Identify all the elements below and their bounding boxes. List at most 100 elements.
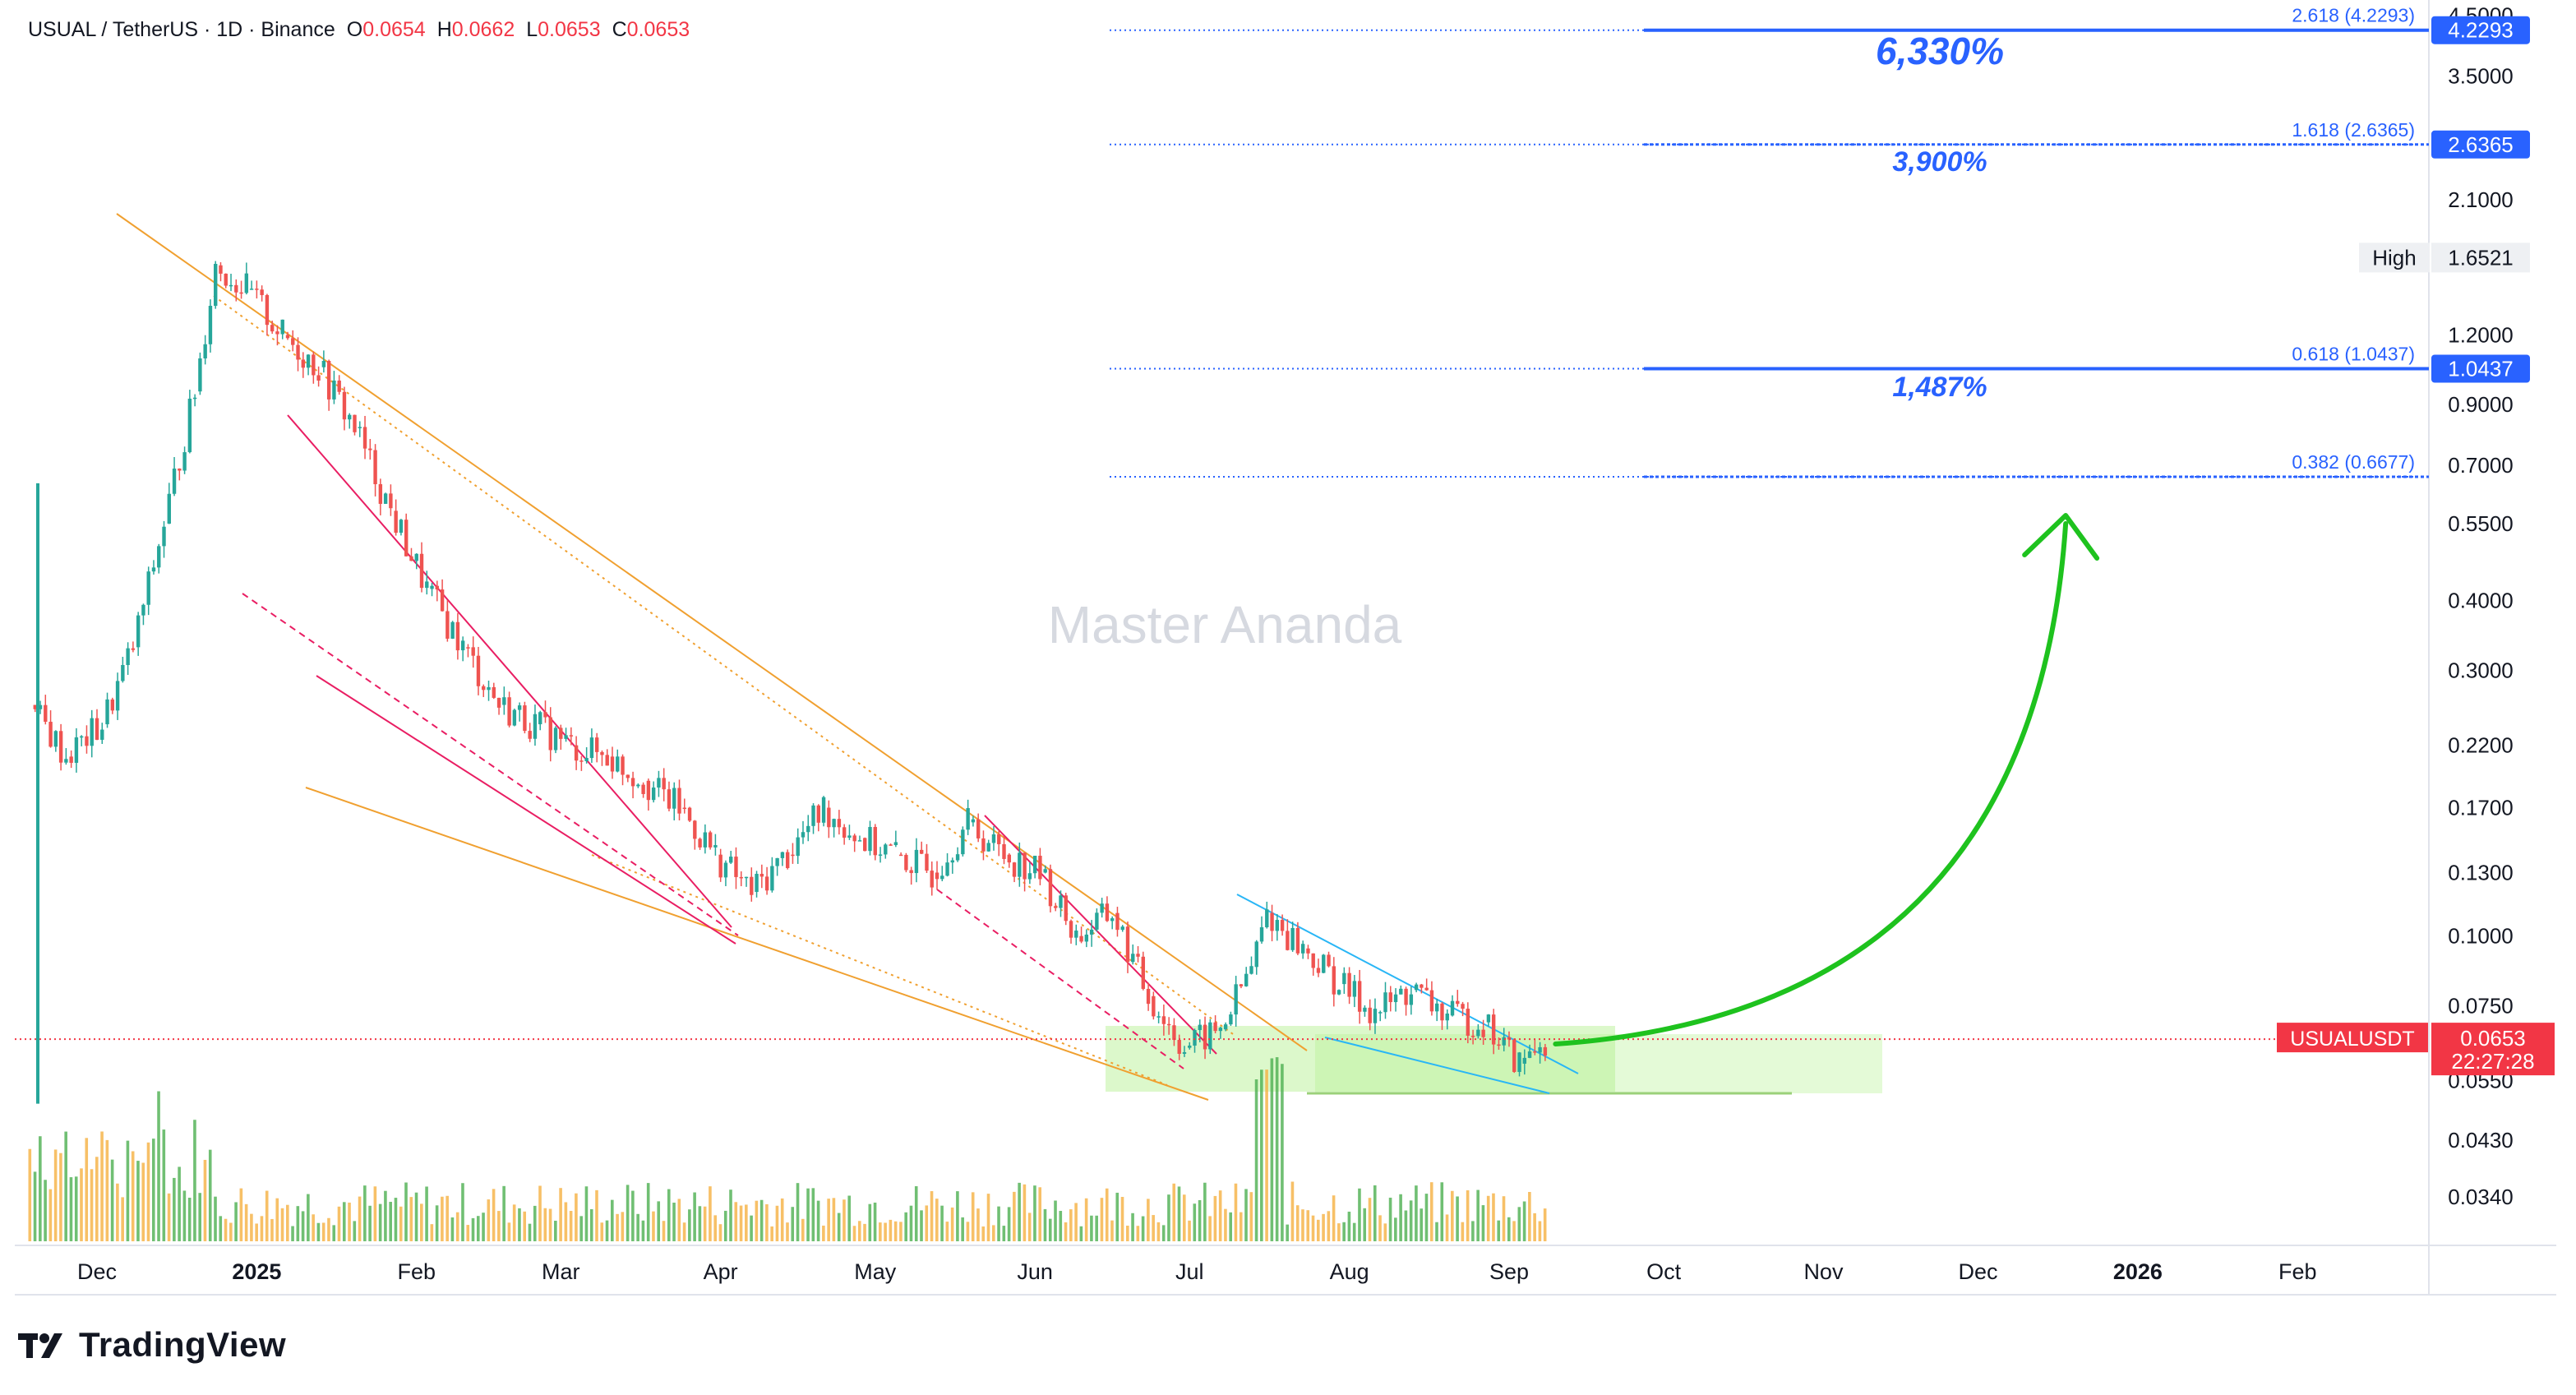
volume-bar	[986, 1194, 990, 1241]
volume-bar	[53, 1149, 58, 1241]
target-percent-label: 1,487%	[1892, 372, 1987, 403]
high-value: 1.6521	[2448, 245, 2514, 270]
candle-body	[1435, 1003, 1439, 1012]
volume-bar	[1182, 1194, 1186, 1241]
volume-bar	[502, 1185, 506, 1241]
candle-body	[1141, 956, 1146, 989]
volume-bar	[1399, 1194, 1402, 1241]
candle-body	[873, 827, 877, 856]
candle-body	[811, 805, 815, 826]
x-tick-label: Aug	[1330, 1259, 1369, 1284]
volume-bar	[1105, 1188, 1109, 1241]
candle-body	[337, 380, 341, 392]
candle-body	[1234, 984, 1238, 1015]
candle-body	[460, 640, 465, 651]
volume-bar	[466, 1225, 470, 1241]
wedge-mid-line	[213, 295, 1234, 1035]
volume-bar	[801, 1218, 805, 1241]
candle-body	[523, 705, 527, 732]
volume-bar	[822, 1225, 825, 1241]
volume-bar	[559, 1188, 562, 1241]
volume-bar	[1048, 1218, 1052, 1241]
candle-body	[208, 306, 213, 344]
volume-bar	[750, 1215, 753, 1241]
volume-bar	[193, 1120, 196, 1241]
volume-bar	[755, 1200, 759, 1241]
candle-body	[1074, 931, 1078, 938]
candle-body	[131, 648, 136, 650]
candle-body	[482, 686, 486, 691]
volume-bar	[770, 1226, 773, 1241]
volume-bar	[1131, 1213, 1134, 1241]
volume-bar	[425, 1186, 428, 1241]
candle-body	[657, 778, 661, 788]
candle-body	[126, 648, 130, 666]
volume-bar	[332, 1225, 336, 1241]
symbol-title[interactable]: USUAL / TetherUS · 1D · Binance	[28, 18, 335, 41]
volume-bar	[1533, 1213, 1536, 1241]
candle-body	[920, 849, 924, 854]
volume-bar	[1023, 1184, 1027, 1241]
candle-body	[801, 832, 806, 838]
y-tick-label: 0.3000	[2448, 658, 2514, 682]
candle-body	[693, 820, 697, 839]
candle-body	[621, 756, 625, 775]
volume-bar	[321, 1222, 325, 1241]
volume-bar	[827, 1199, 830, 1241]
accumulation-zone	[1315, 1034, 1882, 1093]
volume-bar	[745, 1204, 748, 1241]
tradingview-brand[interactable]: TradingView	[18, 1325, 286, 1365]
volume-bar	[1507, 1217, 1511, 1241]
volume-bar	[1502, 1196, 1506, 1241]
volume-bar	[791, 1207, 795, 1241]
candle-body	[687, 807, 692, 821]
volume-bar	[1033, 1185, 1036, 1241]
volume-bar	[110, 1159, 114, 1241]
volume-bar	[677, 1199, 681, 1241]
open-label: O	[346, 18, 363, 41]
wedge-lower-line	[305, 787, 1209, 1101]
candle-body	[600, 751, 604, 755]
candle-body	[1295, 927, 1300, 954]
volume-bar	[1424, 1194, 1429, 1241]
volume-bar	[729, 1189, 732, 1241]
candle-body	[48, 722, 53, 747]
close-value: 0.0653	[626, 18, 690, 41]
candle-body	[1522, 1057, 1526, 1064]
volume-bar	[759, 1199, 764, 1241]
volume-bar	[455, 1212, 459, 1241]
fib-price-badge-text: 1.0437	[2448, 357, 2514, 381]
candle-body	[1100, 903, 1104, 913]
wedge-mid-line	[591, 854, 1168, 1086]
candle-body	[198, 358, 202, 392]
volume-bar	[461, 1183, 464, 1241]
candle-body	[1048, 869, 1053, 907]
volume-bar	[909, 1205, 913, 1241]
candle-body	[884, 844, 888, 855]
volume-bar	[1203, 1182, 1207, 1241]
volume-bar	[688, 1209, 691, 1241]
candle-body	[543, 712, 547, 718]
candle-body	[1429, 990, 1434, 1012]
candle-body	[203, 344, 207, 359]
candle-body	[1393, 994, 1398, 1003]
fib-price-badge-text: 4.2293	[2448, 18, 2514, 43]
volume-bar	[1208, 1216, 1212, 1241]
volume-bar	[44, 1180, 47, 1241]
volume-bar	[1095, 1215, 1098, 1241]
candle-body	[187, 399, 192, 453]
last-price-badge	[2431, 1023, 2555, 1076]
volume-bar	[187, 1198, 192, 1241]
volume-bar	[1270, 1058, 1274, 1241]
candle-body	[816, 805, 820, 823]
volume-bar	[1126, 1226, 1129, 1241]
volume-bar	[368, 1205, 372, 1241]
candle-body	[538, 712, 542, 725]
candle-body	[358, 427, 362, 428]
candle-body	[1332, 966, 1336, 995]
volume-bar	[569, 1211, 573, 1241]
candle-body	[234, 284, 238, 293]
volume-bar	[64, 1131, 67, 1241]
y-tick-label: 0.1300	[2448, 860, 2514, 885]
